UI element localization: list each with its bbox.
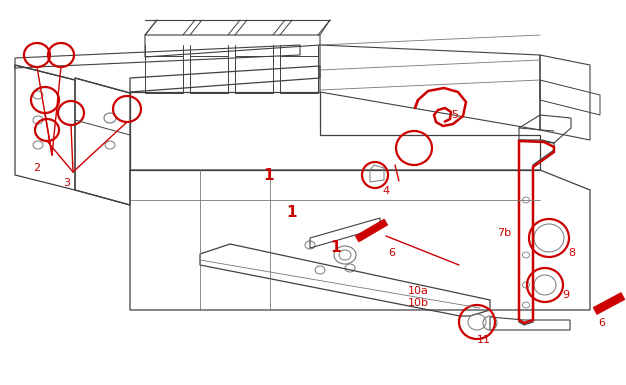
Text: 4: 4 [382, 186, 389, 196]
Text: 1: 1 [330, 240, 341, 255]
Text: 7b: 7b [497, 228, 511, 238]
Text: 1: 1 [286, 205, 297, 220]
Text: 11: 11 [477, 335, 491, 345]
Text: 6: 6 [598, 318, 605, 328]
Text: 3: 3 [63, 178, 70, 188]
Text: 10b: 10b [408, 298, 429, 308]
Text: 1: 1 [263, 168, 274, 183]
Text: 6: 6 [388, 248, 395, 258]
Text: 2: 2 [33, 163, 40, 173]
Polygon shape [355, 219, 387, 242]
Text: 10a: 10a [408, 286, 429, 296]
Text: 5: 5 [451, 110, 458, 120]
Polygon shape [593, 293, 625, 315]
Text: 9: 9 [562, 290, 569, 300]
Text: 8: 8 [568, 248, 575, 258]
